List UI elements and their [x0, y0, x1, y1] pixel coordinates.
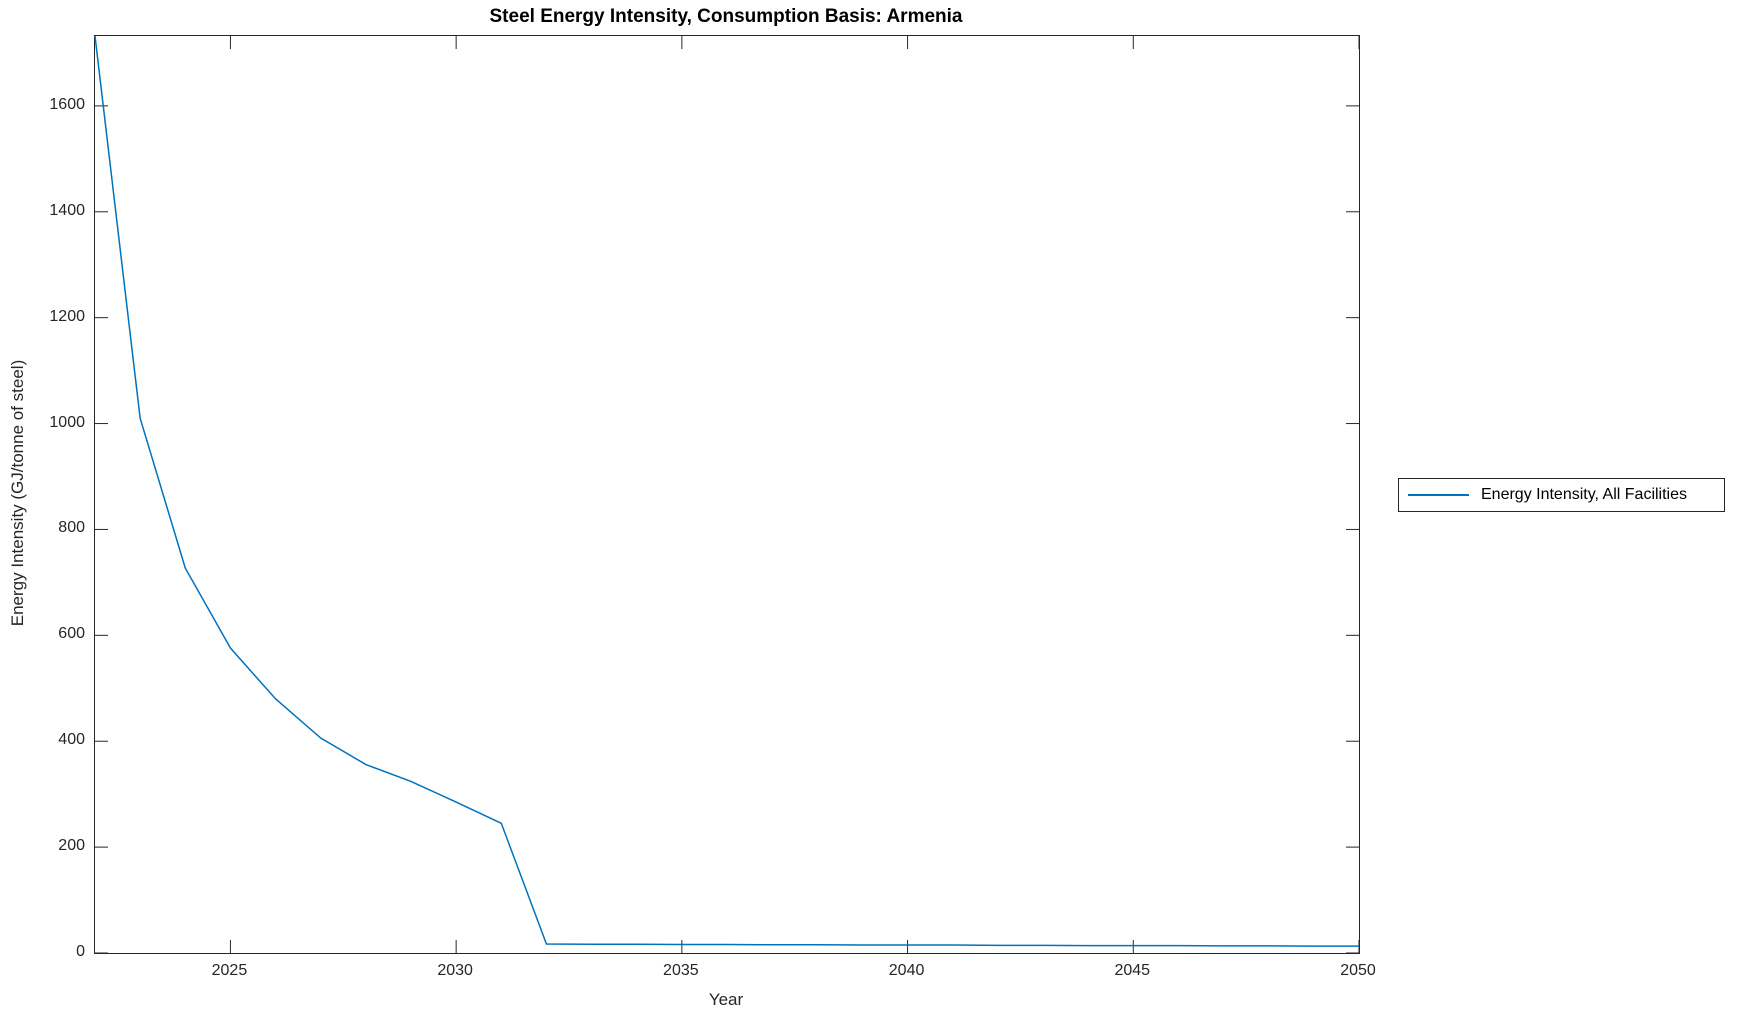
y-tick-label: 0 [76, 943, 85, 960]
series-line [94, 35, 1359, 947]
x-tick-label: 2050 [1340, 962, 1376, 979]
x-tick-label: 2025 [211, 962, 248, 979]
y-axis-label: Energy Intensity (GJ/tonne of steel) [8, 359, 27, 627]
y-tick-label: 400 [58, 731, 85, 749]
y-tick-label: 1600 [49, 95, 85, 113]
y-tick-label: 1000 [49, 413, 85, 431]
legend-line-sample-icon [1408, 494, 1469, 496]
legend: Energy Intensity, All Facilities [1398, 478, 1725, 512]
y-tick-label: 800 [58, 519, 85, 537]
y-tick-label: 200 [58, 837, 85, 855]
x-tick-label: 2045 [1114, 962, 1151, 979]
chart-title: Steel Energy Intensity, Consumption Basi… [489, 6, 963, 27]
x-tick-label: 2035 [663, 962, 699, 979]
x-axis-label: Year [708, 990, 744, 1009]
y-tick-label: 1200 [49, 307, 85, 325]
x-tick-label: 2040 [888, 962, 925, 979]
y-tick-label: 1400 [49, 201, 85, 219]
y-tick-label: 600 [58, 625, 85, 643]
line-chart-canvas [94, 35, 1360, 954]
legend-entry-label: Energy Intensity, All Facilities [1481, 486, 1688, 503]
x-tick-label: 2030 [437, 962, 473, 979]
plot-area [94, 35, 1360, 954]
